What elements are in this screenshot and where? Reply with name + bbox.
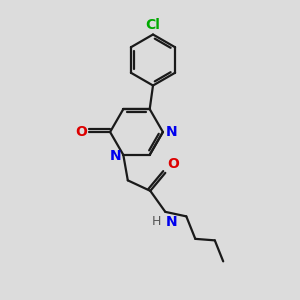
Text: N: N (165, 215, 177, 229)
Text: O: O (167, 158, 179, 171)
Text: Cl: Cl (146, 18, 160, 32)
Text: N: N (109, 149, 121, 164)
Text: N: N (166, 125, 178, 139)
Text: O: O (75, 125, 87, 139)
Text: H: H (152, 215, 161, 228)
